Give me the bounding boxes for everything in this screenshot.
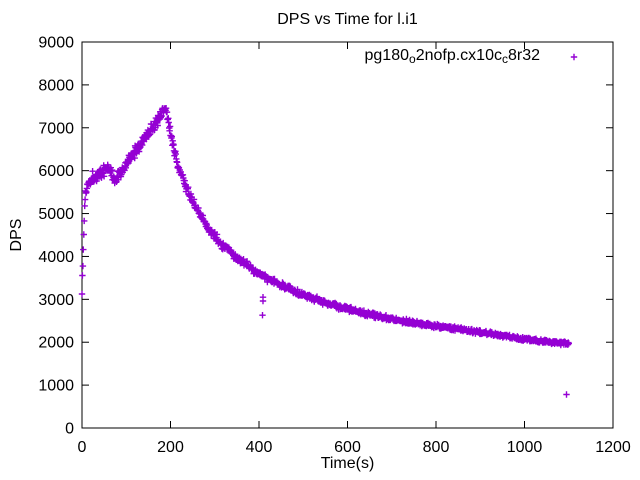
y-tick-label: 0: [65, 421, 74, 438]
scatter-points: [78, 105, 572, 398]
legend-label-part: 8r32: [507, 47, 540, 64]
x-tick-label: 600: [334, 439, 361, 456]
legend-series-label: pg180o2nofp.cx10cc8r32: [364, 47, 541, 67]
legend-label-part: pg180: [364, 47, 410, 64]
plus-marker-icon: [570, 53, 578, 61]
x-tick-label: 200: [157, 439, 184, 456]
y-tick-label: 2000: [38, 335, 74, 352]
x-tick-label: 1000: [507, 439, 543, 456]
y-tick-label: 4000: [38, 249, 74, 266]
y-tick-label: 3000: [38, 292, 74, 309]
x-tick-label: 1200: [595, 439, 631, 456]
plot-frame: [81, 41, 614, 429]
legend-label-part: 2nofp.cx10c: [415, 47, 502, 64]
y-tick-label: 5000: [38, 206, 74, 223]
legend-label-part: c: [501, 52, 508, 66]
x-tick-label: 400: [246, 439, 273, 456]
y-axis-label: DPS: [8, 218, 25, 252]
y-tick-label: 1000: [38, 378, 74, 395]
legend-label-part: o: [409, 52, 416, 66]
x-tick-label: 0: [78, 439, 87, 456]
y-tick-label: 6000: [38, 163, 74, 180]
plus-marker-glyph: [570, 53, 578, 61]
x-axis-label: Time(s): [320, 455, 375, 472]
chart-title: DPS vs Time for l.i1: [277, 11, 418, 28]
y-tick-label: 7000: [38, 120, 74, 137]
y-tick-label: 8000: [38, 77, 74, 94]
x-tick-label: 800: [423, 439, 450, 456]
y-tick-label: 9000: [38, 35, 74, 52]
